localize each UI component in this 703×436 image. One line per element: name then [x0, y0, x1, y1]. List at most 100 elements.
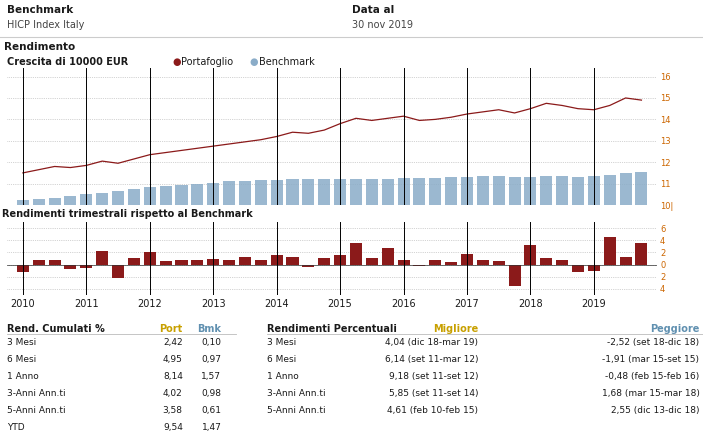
Bar [207, 259, 219, 265]
Text: 4,04 (dic 18-mar 19): 4,04 (dic 18-mar 19) [385, 338, 478, 347]
Bar [33, 198, 45, 205]
Text: Rendimento: Rendimento [4, 42, 75, 52]
Bar [302, 265, 314, 267]
Bar [619, 257, 631, 265]
Text: Rendimenti trimestrali rispetto al Benchmark: Rendimenti trimestrali rispetto al Bench… [2, 208, 253, 218]
Text: 5-Anni Ann.ti: 5-Anni Ann.ti [7, 406, 65, 415]
Bar [128, 189, 140, 205]
Bar [445, 177, 457, 205]
Bar [160, 261, 172, 265]
Bar [636, 172, 647, 205]
Bar [493, 176, 505, 205]
Text: Migliore: Migliore [433, 324, 478, 334]
Text: 4,61 (feb 10-feb 15): 4,61 (feb 10-feb 15) [387, 406, 478, 415]
Text: 30 nov 2019: 30 nov 2019 [352, 20, 413, 30]
Bar [49, 260, 60, 265]
Text: Peggiore: Peggiore [650, 324, 699, 334]
Text: 3-Anni Ann.ti: 3-Anni Ann.ti [267, 389, 325, 398]
Bar [572, 177, 584, 205]
Bar [65, 265, 77, 269]
Bar [413, 265, 425, 266]
Text: -2,52 (set 18-dic 18): -2,52 (set 18-dic 18) [607, 338, 699, 347]
Bar [430, 178, 441, 205]
Text: 1,57: 1,57 [202, 372, 221, 381]
Bar [366, 259, 378, 265]
Bar [572, 265, 584, 272]
Bar [160, 186, 172, 205]
Text: Data al: Data al [352, 5, 394, 15]
Bar [430, 260, 441, 265]
Bar [397, 260, 410, 265]
Bar [604, 175, 616, 205]
Text: 6 Mesi: 6 Mesi [7, 355, 37, 364]
Bar [191, 184, 203, 205]
Bar [556, 260, 568, 265]
Bar [33, 260, 45, 265]
Bar [540, 259, 553, 265]
Bar [461, 254, 473, 265]
Text: HICP Index Italy: HICP Index Italy [7, 20, 84, 30]
Text: 1,68 (mar 15-mar 18): 1,68 (mar 15-mar 18) [602, 389, 699, 398]
Text: Rend. Cumulati %: Rend. Cumulati % [7, 324, 105, 334]
Text: 2,55 (dic 13-dic 18): 2,55 (dic 13-dic 18) [611, 406, 699, 415]
Bar [176, 185, 188, 205]
Bar [445, 262, 457, 265]
Text: 3 Mesi: 3 Mesi [7, 338, 37, 347]
Text: 3 Mesi: 3 Mesi [267, 338, 297, 347]
Text: 6,14 (set 11-mar 12): 6,14 (set 11-mar 12) [385, 355, 478, 364]
Bar [287, 257, 299, 265]
Text: 1 Anno: 1 Anno [7, 372, 39, 381]
Bar [271, 181, 283, 205]
Bar [334, 179, 346, 205]
Bar [619, 173, 631, 205]
Bar [524, 177, 536, 205]
Bar [49, 198, 60, 205]
Text: Bmk: Bmk [198, 324, 221, 334]
Bar [636, 243, 647, 265]
Bar [508, 177, 521, 205]
Bar [397, 178, 410, 205]
Text: 5,85 (set 11-set 14): 5,85 (set 11-set 14) [389, 389, 478, 398]
Bar [413, 178, 425, 205]
Text: 4,95: 4,95 [163, 355, 183, 364]
Bar [382, 248, 394, 265]
Text: 1,47: 1,47 [202, 423, 221, 432]
Text: 6 Mesi: 6 Mesi [267, 355, 297, 364]
Text: YTD: YTD [7, 423, 25, 432]
Bar [524, 245, 536, 265]
Bar [350, 179, 362, 205]
Text: Benchmark: Benchmark [7, 5, 73, 15]
Bar [96, 251, 108, 265]
Bar [302, 179, 314, 205]
Bar [17, 265, 29, 272]
Bar [508, 265, 521, 286]
Bar [287, 179, 299, 205]
Bar [239, 257, 251, 265]
Text: 8,14: 8,14 [163, 372, 183, 381]
Bar [223, 260, 235, 265]
Bar [254, 181, 267, 205]
Bar [318, 179, 330, 205]
Text: 1 Anno: 1 Anno [267, 372, 299, 381]
Text: Crescita di 10000 EUR: Crescita di 10000 EUR [7, 57, 128, 67]
Bar [239, 181, 251, 205]
Bar [556, 176, 568, 205]
Text: 9,54: 9,54 [163, 423, 183, 432]
Bar [191, 260, 203, 265]
Text: -1,91 (mar 15-set 15): -1,91 (mar 15-set 15) [602, 355, 699, 364]
Bar [604, 237, 616, 265]
Bar [588, 176, 600, 205]
Bar [17, 200, 29, 205]
Text: 4,02: 4,02 [163, 389, 183, 398]
Bar [461, 177, 473, 205]
Text: Portafoglio: Portafoglio [181, 57, 233, 67]
Bar [254, 260, 267, 265]
Text: Benchmark: Benchmark [259, 57, 314, 67]
Text: 0,61: 0,61 [202, 406, 221, 415]
Text: Rendimenti Percentuali: Rendimenti Percentuali [267, 324, 397, 334]
Bar [382, 179, 394, 205]
Bar [112, 191, 124, 205]
Text: 5-Anni Ann.ti: 5-Anni Ann.ti [267, 406, 325, 415]
Bar [366, 179, 378, 205]
Bar [80, 265, 92, 268]
